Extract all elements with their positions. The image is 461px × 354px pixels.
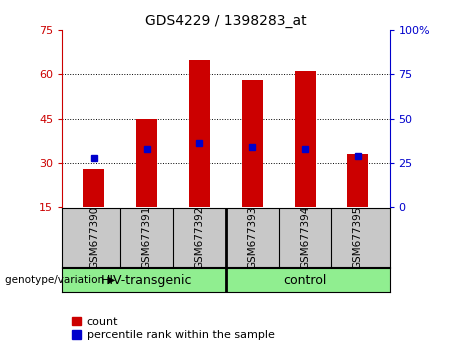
Bar (136, 119, 157, 207)
Text: GSM677390: GSM677390 (89, 206, 99, 269)
Bar (242, 80, 263, 207)
Text: genotype/variation ▶: genotype/variation ▶ (5, 275, 115, 285)
Legend: count, percentile rank within the sample: count, percentile rank within the sample (68, 313, 279, 345)
Bar (295, 72, 316, 207)
Text: GSM677395: GSM677395 (353, 206, 363, 269)
Text: GSM677394: GSM677394 (300, 206, 310, 269)
Text: GSM677391: GSM677391 (142, 206, 152, 269)
Bar (189, 59, 210, 207)
Text: GSM677392: GSM677392 (195, 206, 205, 269)
Text: HIV-transgenic: HIV-transgenic (101, 274, 192, 286)
Bar (83, 169, 105, 207)
Text: control: control (284, 274, 327, 286)
Bar (347, 154, 368, 207)
Text: GSM677393: GSM677393 (247, 206, 257, 269)
Title: GDS4229 / 1398283_at: GDS4229 / 1398283_at (145, 14, 307, 28)
